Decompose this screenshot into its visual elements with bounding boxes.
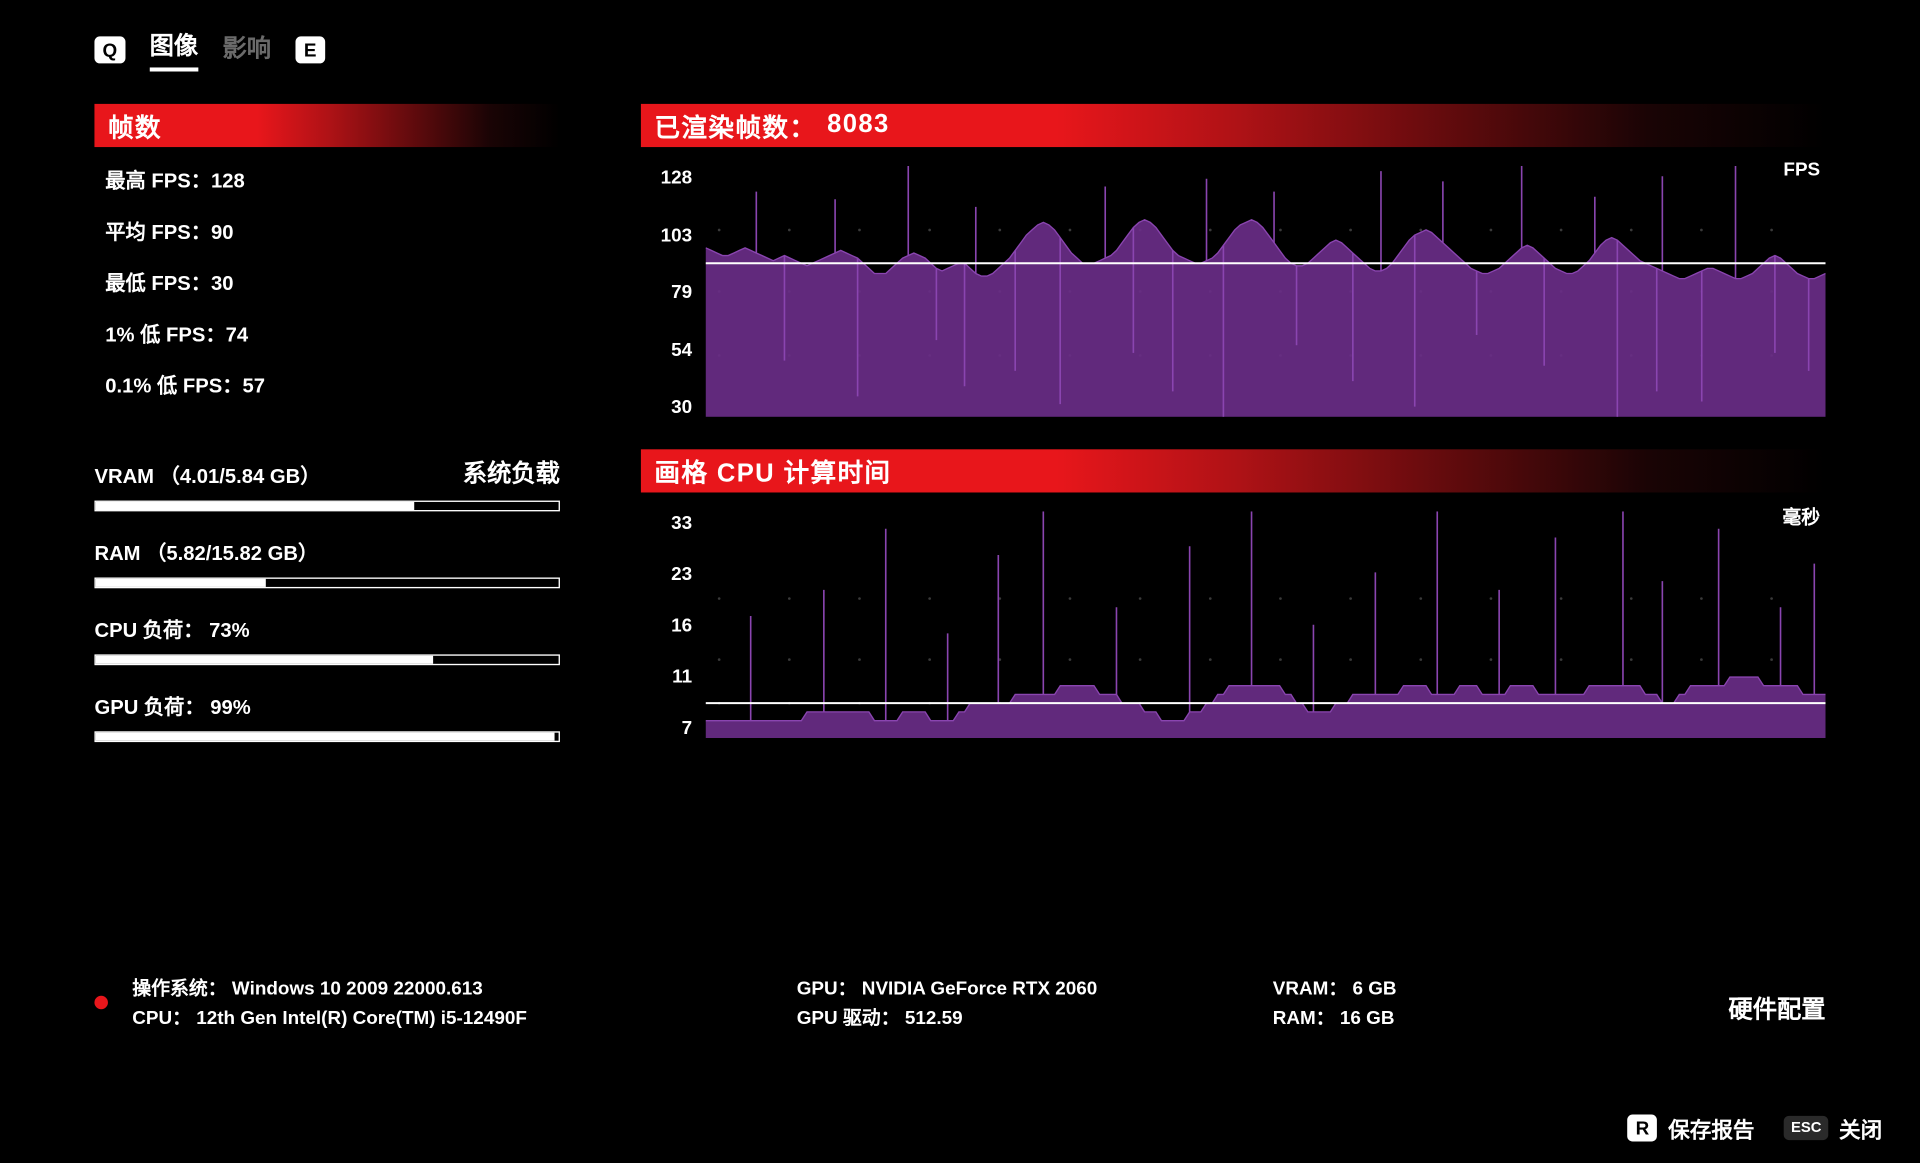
load-label: VRAM （4.01/5.84 GB） [94, 461, 320, 489]
load-label: RAM （5.82/15.82 GB） [94, 538, 318, 566]
fps-chart-header: 已渲染帧数： 8083 [641, 104, 1826, 147]
load-label: CPU 负荷： 73% [94, 615, 249, 643]
load-label: GPU 负荷： 99% [94, 692, 250, 720]
hw-line: RAM： 16 GB [1273, 1004, 1397, 1031]
left-panel: 帧数 最高 FPS：128 平均 FPS：90 最低 FPS：30 1% 低 FPS：… [94, 104, 559, 771]
ram-bar [94, 577, 559, 588]
tab-effect[interactable]: 影响 [222, 29, 271, 69]
fps-chart-header-label: 已渲染帧数： [654, 107, 816, 143]
hw-line: GPU： NVIDIA GeForce RTX 2060 [797, 974, 1098, 1001]
hw-line: 操作系统： Windows 10 2009 22000.613 [132, 974, 527, 1001]
cpu-chart [706, 511, 1826, 738]
fps-header-label: 帧数 [108, 107, 162, 143]
fps-stat-row: 最高 FPS：128 [105, 166, 560, 194]
hardware-bar: 操作系统： Windows 10 2009 22000.613 CPU： 12t… [94, 971, 1825, 1033]
cpu-chart-yticks: 332316117 [641, 511, 706, 738]
nav-key-left[interactable]: Q [94, 36, 125, 63]
cpu-chart-header-label: 画格 CPU 计算时间 [654, 453, 891, 489]
nav-key-right[interactable]: E [295, 36, 325, 63]
fps-stat-row: 最低 FPS：30 [105, 269, 560, 297]
fps-stat-row: 0.1% 低 FPS：57 [105, 371, 560, 399]
close-label: 关闭 [1839, 1112, 1882, 1144]
hw-line: CPU： 12th Gen Intel(R) Core(TM) i5-12490… [132, 1004, 527, 1031]
record-dot-icon [94, 996, 107, 1009]
top-nav: Q 图像 影响 E [94, 27, 1825, 72]
fps-chart-header-value: 8083 [827, 111, 889, 141]
fps-chart-yticks: 128103795430 [641, 166, 706, 417]
hw-col-3: VRAM： 6 GB RAM： 16 GB [1273, 971, 1397, 1033]
save-report-button[interactable]: R 保存报告 [1628, 1112, 1755, 1144]
right-panel: 已渲染帧数： 8083 FPS 128103795430 画格 CPU 计 [641, 104, 1826, 771]
fps-stat-row: 平均 FPS：90 [105, 217, 560, 245]
hw-line: VRAM： 6 GB [1273, 974, 1397, 1001]
tab-image[interactable]: 图像 [150, 27, 199, 72]
fps-chart [706, 166, 1826, 417]
cpu-chart-header: 画格 CPU 计算时间 [641, 449, 1826, 492]
save-label: 保存报告 [1668, 1112, 1754, 1144]
corner-actions: R 保存报告 ESC 关闭 [1628, 1112, 1883, 1144]
hw-col-2: GPU： NVIDIA GeForce RTX 2060 GPU 驱动： 512… [797, 971, 1098, 1033]
vram-bar [94, 501, 559, 512]
hw-title: 硬件配置 [1728, 990, 1825, 1025]
cpu-bar [94, 654, 559, 665]
fps-header: 帧数 [94, 104, 559, 147]
hw-col-1: 操作系统： Windows 10 2009 22000.613 CPU： 12t… [132, 971, 527, 1033]
gpu-bar [94, 731, 559, 742]
fps-stat-row: 1% 低 FPS：74 [105, 320, 560, 348]
save-key-chip: R [1628, 1114, 1658, 1141]
close-key-chip: ESC [1784, 1116, 1828, 1140]
hw-line: GPU 驱动： 512.59 [797, 1004, 1098, 1031]
sysload-title: 系统负载 [463, 455, 560, 490]
close-button[interactable]: ESC 关闭 [1784, 1112, 1882, 1144]
